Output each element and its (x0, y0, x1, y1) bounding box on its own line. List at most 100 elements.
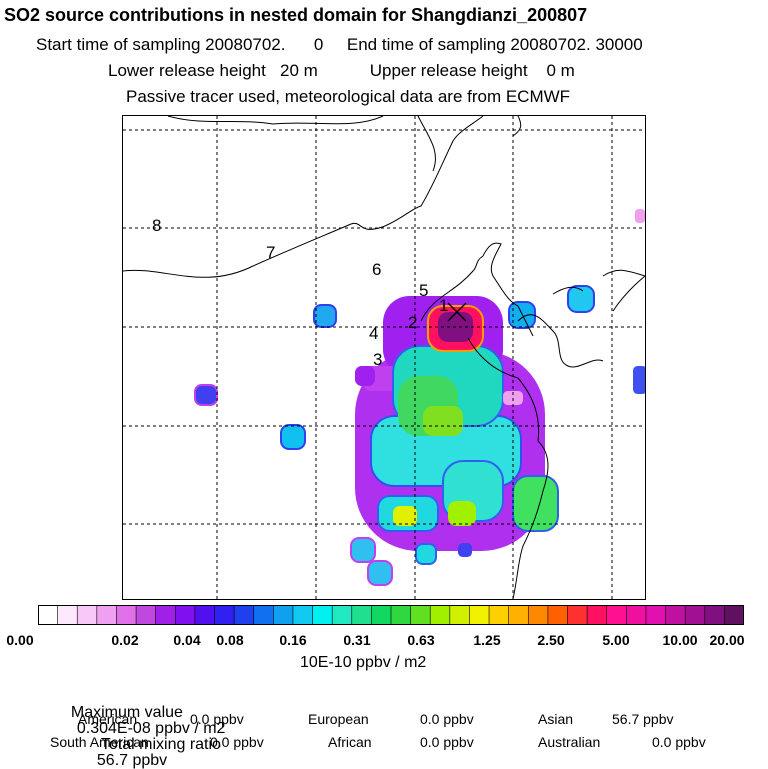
trajectory-label: 7 (266, 243, 275, 262)
colorbar-cell (429, 605, 451, 625)
colorbar-cell (645, 605, 667, 625)
colorbar-cell (469, 605, 490, 625)
colorbar-tick-label: 20.00 (709, 632, 745, 648)
concentration-cell (415, 543, 437, 565)
trajectory-labels: 1 2 3 4 5 6 7 8 (152, 216, 448, 369)
colorbar-tick-label: 0.31 (343, 632, 371, 648)
colorbar-cell (155, 605, 177, 625)
colorbar-tick-label: 0.08 (216, 632, 244, 648)
concentration-cell (633, 366, 645, 394)
colorbar-cell (351, 605, 373, 625)
colorbar-cell (214, 605, 235, 625)
concentration-cell (313, 304, 337, 328)
colorbar-cell (606, 605, 628, 625)
max-value-line: Maximum value 0.304E-08 ppbv / m2 Total … (62, 689, 226, 769)
region-american-value: 0.0 ppbv (190, 711, 244, 727)
concentration-field (194, 209, 645, 586)
chart-title: SO2 source contributions in nested domai… (4, 5, 588, 25)
receptor-marker (447, 302, 467, 322)
concentration-cell (635, 209, 645, 223)
colorbar-cell (38, 605, 59, 625)
region-asian-value: 56.7 ppbv (612, 711, 674, 727)
colorbar-tick-label: 5.00 (602, 632, 630, 648)
colorbar-cell (626, 605, 647, 625)
colorbar-cell (527, 605, 549, 625)
sampling-time-line: Start time of sampling 20080702. 0 End t… (36, 35, 643, 54)
colorbar-cell (488, 605, 510, 625)
concentration-cell (350, 537, 376, 563)
trajectory-label: 5 (419, 281, 428, 300)
lat-lon-grid (123, 116, 645, 599)
concentration-cell (512, 475, 559, 532)
total-mixing-value: 56.7 ppbv (96, 752, 168, 769)
trajectory-label: 3 (373, 350, 382, 369)
colorbar (38, 605, 744, 625)
colorbar-cell (331, 605, 353, 625)
colorbar-cell (57, 605, 79, 625)
concentration-cell (367, 560, 393, 586)
colorbar-cell (665, 605, 686, 625)
coastline-borders (123, 116, 645, 599)
colorbar-cell (547, 605, 569, 625)
region-african: African (328, 734, 372, 750)
tracer-info-line: Passive tracer used, meteorological data… (126, 87, 571, 106)
concentration-cell (355, 366, 375, 386)
region-european: European (308, 711, 369, 727)
colorbar-tick-label: 1.25 (473, 632, 501, 648)
colorbar-cell (567, 605, 588, 625)
region-european-value: 0.0 ppbv (420, 711, 474, 727)
concentration-map: 1 2 3 4 5 6 7 8 (122, 115, 646, 600)
total-mixing-label: Total mixing ratio (100, 736, 221, 753)
colorbar-cell (174, 605, 196, 625)
colorbar-cell (724, 605, 744, 625)
colorbar-tick-label: 0.16 (279, 632, 307, 648)
region-african-value: 0.0 ppbv (420, 734, 474, 750)
colorbar-tick-label: 0.00 (6, 632, 34, 648)
colorbar-cell (312, 605, 333, 625)
colorbar-cell (96, 605, 118, 625)
colorbar-cell (371, 605, 392, 625)
colorbar-cell (508, 605, 530, 625)
colorbar-cell (292, 605, 314, 625)
region-south-american-value: 0.0 ppbv (210, 734, 264, 750)
colorbar-cell (253, 605, 275, 625)
trajectory-label: 1 (439, 296, 448, 315)
colorbar-tick-label: 2.50 (537, 632, 565, 648)
colorbar-cell (116, 605, 137, 625)
region-american: American (78, 711, 138, 727)
concentration-cell (393, 506, 417, 526)
colorbar-unit: 10E-10 ppbv / m2 (300, 654, 427, 671)
colorbar-cell (273, 605, 294, 625)
concentration-cell (423, 406, 463, 436)
colorbar-tick-label: 0.02 (111, 632, 139, 648)
region-south-american: South American (50, 734, 149, 750)
colorbar-tick-label: 0.04 (173, 632, 201, 648)
concentration-cell (448, 501, 476, 526)
concentration-cell (567, 285, 595, 313)
colorbar-cell (449, 605, 471, 625)
colorbar-cell (135, 605, 157, 625)
concentration-cell (194, 384, 218, 406)
colorbar-cell (410, 605, 432, 625)
colorbar-cell (76, 605, 98, 625)
colorbar-cell (704, 605, 726, 625)
colorbar-cell (233, 605, 255, 625)
trajectory-label: 4 (369, 324, 378, 343)
colorbar-cell (194, 605, 216, 625)
concentration-cell (458, 543, 472, 557)
region-australian-value: 0.0 ppbv (652, 734, 706, 750)
trajectory-label: 8 (152, 216, 161, 235)
colorbar-tick-label: 10.00 (662, 632, 698, 648)
colorbar-cell (684, 605, 706, 625)
region-australian: Australian (538, 734, 601, 750)
trajectory-label: 2 (408, 313, 417, 332)
region-asian: Asian (538, 711, 574, 727)
max-value: 0.304E-08 ppbv / m2 (76, 720, 226, 737)
trajectory-label: 6 (372, 260, 381, 279)
release-height-line: Lower release height 20 m Upper release … (108, 61, 575, 80)
concentration-cell (280, 424, 306, 450)
colorbar-tick-label: 0.63 (407, 632, 435, 648)
colorbar-cell (586, 605, 608, 625)
max-value-label: Maximum value (70, 704, 183, 721)
colorbar-cell (390, 605, 412, 625)
